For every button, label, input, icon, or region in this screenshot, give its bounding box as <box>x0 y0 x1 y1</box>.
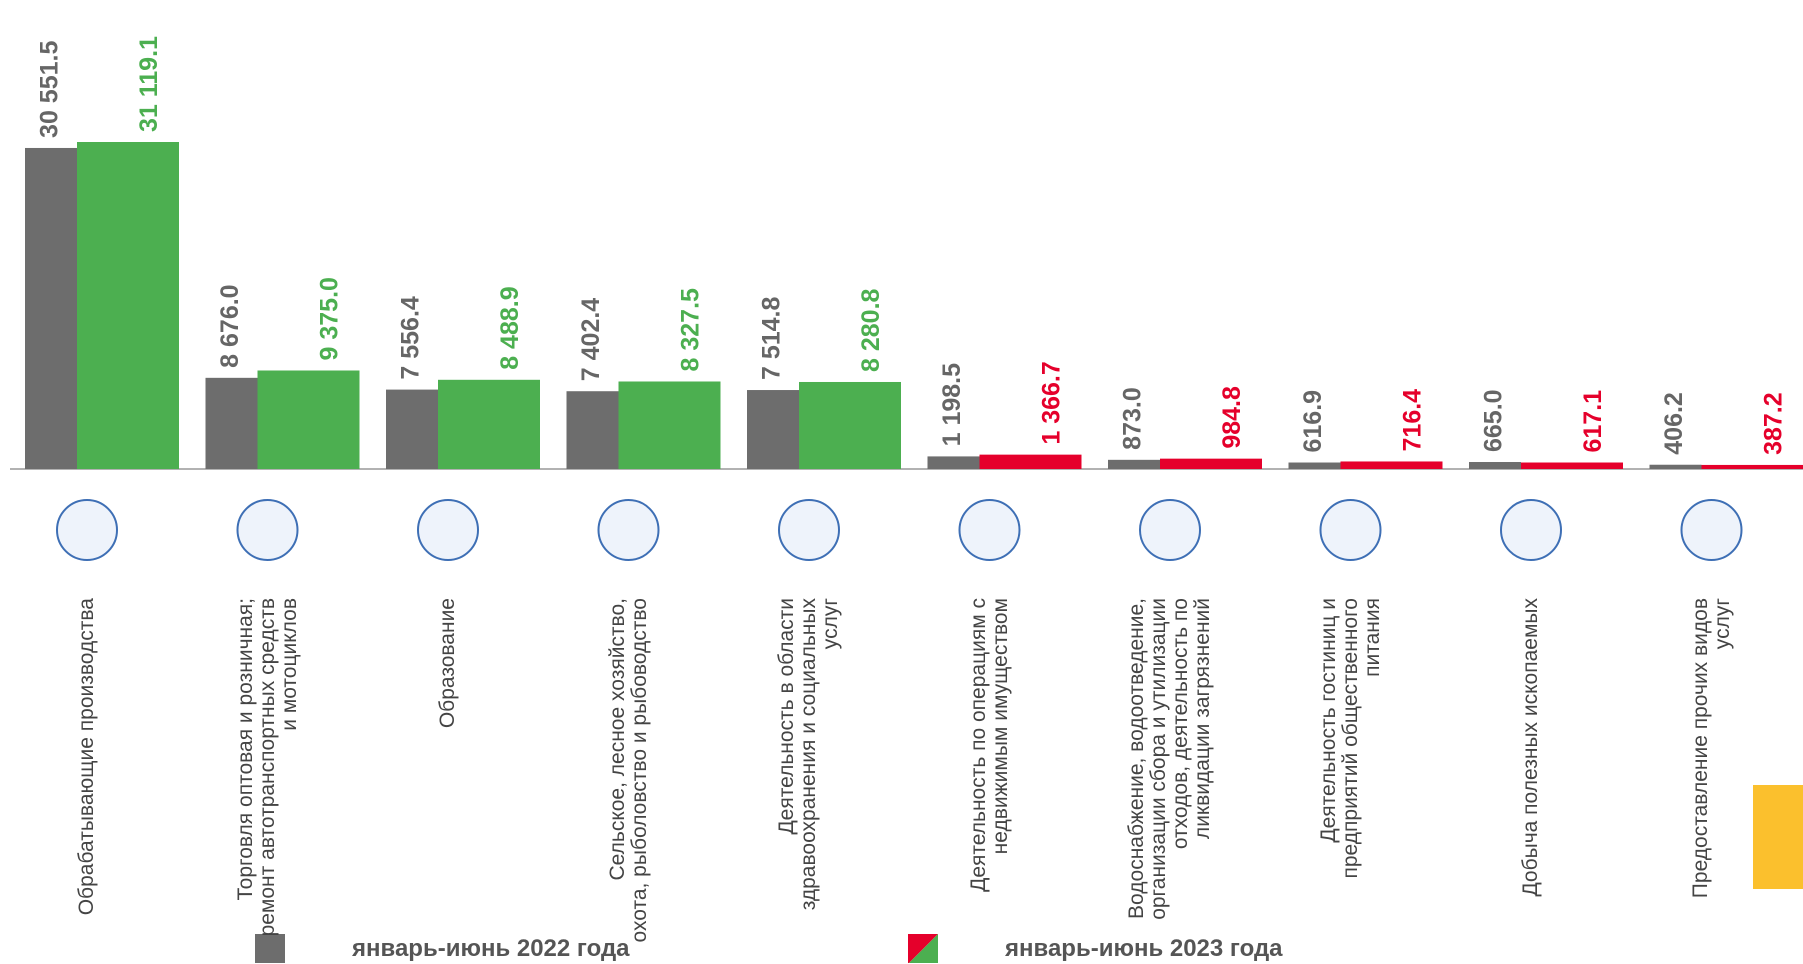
category-icon <box>57 500 117 560</box>
category-text-line: Образование <box>437 598 459 943</box>
category-text-line: Торговля оптовая и розничная; ремонт авт… <box>235 598 301 943</box>
category-label: Водоснабжение, водоотведение, организаци… <box>1105 598 1235 943</box>
value-label: 7 556.4 <box>397 296 425 380</box>
category-text: Водоснабжение, водоотведение, организаци… <box>1105 598 1235 943</box>
value-label: 716.4 <box>1399 389 1427 452</box>
bar <box>1521 463 1623 469</box>
category-text-line: Деятельность по операциям с недвижимым и… <box>968 598 1012 943</box>
category-icon <box>1140 500 1200 560</box>
category-icon <box>1321 500 1381 560</box>
value-label: 9 375.0 <box>316 277 344 360</box>
category-label: Предоставление прочих видов услуг <box>1647 598 1777 943</box>
bar <box>1650 465 1702 469</box>
value-label: 8 488.9 <box>496 286 524 369</box>
category-text-line: Деятельность гостиниц и предприятий обще… <box>1318 598 1384 943</box>
value-label: 1 198.5 <box>938 363 966 447</box>
category-label: Деятельность по операциям с недвижимым и… <box>925 598 1055 943</box>
bar <box>1289 463 1341 469</box>
bar <box>1702 465 1803 469</box>
category-text-line: Деятельность в области здравоохранения и… <box>776 598 842 943</box>
bar <box>1341 461 1443 469</box>
value-label: 1 366.7 <box>1038 361 1066 444</box>
category-text: Деятельность по операциям с недвижимым и… <box>925 598 1055 943</box>
value-label: 8 676.0 <box>216 284 244 367</box>
legend-label: январь-июнь 2023 года <box>1005 934 1283 964</box>
category-label: Обрабатывающие производства <box>22 598 152 943</box>
category-label: Деятельность гостиниц и предприятий обще… <box>1286 598 1416 943</box>
bar <box>1108 460 1160 469</box>
category-text: Образование <box>383 598 513 943</box>
category-label: Добыча полезных ископаемых <box>1466 598 1596 943</box>
bar <box>1469 462 1521 469</box>
category-text-line: Добыча полезных ископаемых <box>1520 598 1542 943</box>
value-label: 8 280.8 <box>857 288 885 372</box>
category-icon <box>960 500 1020 560</box>
category-text: Деятельность в области здравоохранения и… <box>744 598 874 943</box>
bar <box>799 382 901 469</box>
category-text: Обрабатывающие производства <box>22 598 152 943</box>
value-label: 406.2 <box>1660 392 1688 455</box>
bar <box>206 378 258 469</box>
value-label: 616.9 <box>1299 390 1327 453</box>
category-text-line: Сельское, лесное хозяйство, охота, рыбол… <box>607 598 651 943</box>
category-text: Добыча полезных ископаемых <box>1466 598 1596 943</box>
value-label: 387.2 <box>1760 392 1788 455</box>
category-text-line: Обрабатывающие производства <box>76 598 98 943</box>
category-icon <box>599 500 659 560</box>
value-label: 8 327.5 <box>677 288 705 372</box>
category-text: Предоставление прочих видов услуг <box>1647 598 1777 943</box>
category-icon <box>1501 500 1561 560</box>
category-label: Деятельность в области здравоохранения и… <box>744 598 874 943</box>
bar <box>1160 459 1262 469</box>
value-label: 617.1 <box>1579 390 1607 453</box>
value-label: 31 119.1 <box>135 36 163 132</box>
legend-label: январь-июнь 2022 года <box>352 934 630 964</box>
bar <box>438 380 540 469</box>
bar <box>928 456 980 469</box>
category-text: Торговля оптовая и розничная; ремонт авт… <box>203 598 333 943</box>
value-label: 7 514.8 <box>758 297 786 381</box>
value-label: 873.0 <box>1119 387 1147 450</box>
category-text-line: Водоснабжение, водоотведение, организаци… <box>1126 598 1214 943</box>
category-icon <box>238 500 298 560</box>
bar <box>980 455 1082 469</box>
bar <box>619 381 721 469</box>
bar <box>25 148 77 469</box>
bar <box>77 142 179 469</box>
category-icon <box>779 500 839 560</box>
bar <box>747 390 799 469</box>
value-label: 984.8 <box>1218 386 1246 449</box>
category-label: Торговля оптовая и розничная; ремонт авт… <box>203 598 333 943</box>
value-label: 7 402.4 <box>577 298 605 382</box>
value-label: 30 551.5 <box>36 41 64 138</box>
bar <box>258 370 360 469</box>
category-label: Образование <box>383 598 513 943</box>
bar <box>567 391 619 469</box>
category-text: Деятельность гостиниц и предприятий обще… <box>1286 598 1416 943</box>
bar <box>386 390 438 469</box>
category-text-line: Предоставление прочих видов услуг <box>1690 598 1734 943</box>
category-icon <box>418 500 478 560</box>
category-text: Сельское, лесное хозяйство, охота, рыбол… <box>564 598 694 943</box>
category-icon <box>1682 500 1742 560</box>
category-label: Сельское, лесное хозяйство, охота, рыбол… <box>564 598 694 943</box>
value-label: 665.0 <box>1480 389 1508 452</box>
